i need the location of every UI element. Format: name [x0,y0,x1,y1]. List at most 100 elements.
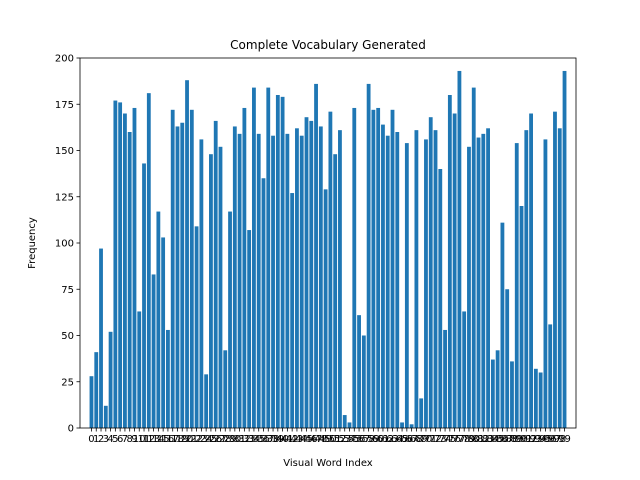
y-tick-label: 175 [55,100,74,111]
x-tick-label: 39 [271,434,284,445]
bar-54 [347,422,352,428]
bar-46 [309,120,314,429]
bar-45 [304,117,309,428]
x-tick-label: 86 [496,434,509,445]
x-tick-label: 32 [238,434,251,445]
bar-63 [390,109,395,429]
x-tick-label: 81 [472,434,485,445]
bar-55 [352,107,357,428]
bar-7 [123,113,127,428]
x-tick-label: 27 [214,434,227,445]
bar-37 [266,87,271,428]
bar-87 [505,289,510,428]
bar-13 [151,274,156,428]
bar-11 [142,163,146,428]
y-tick-label: 150 [55,146,74,157]
y-tick-label: 200 [55,54,74,65]
bar-34 [252,87,256,428]
x-tick-label: 0 [88,434,94,445]
y-axis: 0 25 50 75 100 125 150 175 200 [55,54,80,435]
x-tick-label: 31 [233,434,246,445]
bar-12 [146,93,151,429]
bar-9 [132,107,137,428]
x-tick-label: 6 [117,434,123,445]
x-tick-label: 53 [338,434,351,445]
x-tick-label: 14 [152,434,165,445]
bar-57 [361,335,366,428]
x-tick-label: 36 [257,434,270,445]
bar-59 [371,109,376,429]
bar-85 [495,350,500,428]
bar-75 [447,95,452,428]
x-tick-label: 69 [415,434,428,445]
bar-99 [562,70,567,428]
x-tick-label: 74 [439,434,452,445]
y-tick-label: 25 [61,377,74,388]
x-tick-label: 4 [107,434,113,445]
bar-50 [328,111,333,429]
x-tick-label: 72 [429,434,442,445]
bar-24 [204,374,209,428]
bar-83 [486,128,490,429]
bar-82 [481,133,486,428]
x-tick-label: 95 [539,434,552,445]
x-tick-label: 60 [372,434,385,445]
plot-frame [79,57,577,429]
bar-74 [443,329,447,428]
x-tick-label: 28 [219,434,232,445]
x-tick-label: 89 [510,434,523,445]
x-tick-label: 79 [463,434,476,445]
x-tick-label: 43 [291,434,304,445]
bar-60 [376,107,381,428]
x-tick-label: 62 [381,434,394,445]
x-tick-label: 67 [405,434,418,445]
x-tick-label: 99 [558,434,571,445]
bar-78 [462,311,467,428]
bar-84 [490,359,495,428]
bar-15 [161,237,166,428]
bar-81 [476,137,481,429]
x-tick-label: 98 [553,434,566,445]
x-tick-label: 91 [520,434,533,445]
bar-39 [275,95,280,428]
x-tick-label: 30 [228,434,241,445]
bar-58 [366,83,371,429]
x-tick-label: 8 [127,434,133,445]
x-tick-label: 34 [248,434,261,445]
x-tick-label: 18 [171,434,184,445]
x-tick-label: 29 [224,434,237,445]
x-tick-label: 88 [506,434,519,445]
y-tick-label: 50 [61,331,74,342]
bar-98 [557,128,562,429]
x-tick-label: 45 [300,434,313,445]
x-tick-label: 41 [281,434,294,445]
bar-5 [113,100,118,429]
x-tick-label: 1 [93,434,99,445]
x-tick-label: 26 [209,434,222,445]
x-tick-label: 87 [501,434,514,445]
x-tick-label: 73 [434,434,447,445]
x-axis-label: Visual Word Index [283,458,373,469]
x-tick-label: 55 [348,434,361,445]
x-tick-label: 57 [357,434,370,445]
bar-93 [533,368,538,428]
x-tick-label: 21 [185,434,198,445]
x-tick-label: 59 [367,434,380,445]
bar-72 [433,130,438,428]
x-tick-label: 37 [262,434,275,445]
bar-20 [185,80,189,428]
x-tick-label: 78 [458,434,471,445]
x-tick-label: 2 [98,434,104,445]
x-tick-label: 93 [529,434,542,445]
x-tick-label: 23 [195,434,208,445]
x-tick-label: 75 [443,434,456,445]
y-axis-label: Frequency [27,217,38,269]
bar-76 [452,113,457,428]
x-tick-label: 25 [205,434,218,445]
x-tick-label: 49 [319,434,332,445]
bar-90 [519,206,524,428]
x-tick-label: 12 [142,434,155,445]
x-tick-label: 56 [353,434,366,445]
bar-33 [247,230,252,428]
